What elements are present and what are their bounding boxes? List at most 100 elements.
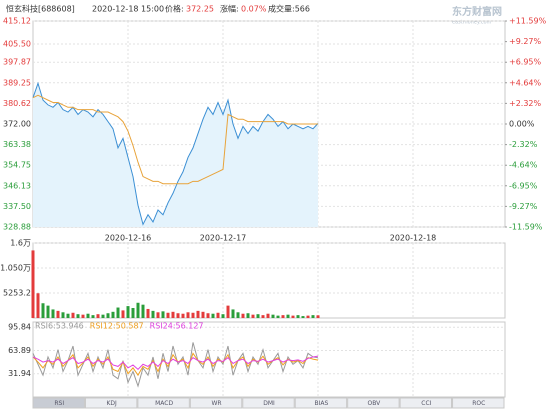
volume-bar <box>91 315 95 318</box>
indicator-tab-label[interactable]: BIAS <box>315 400 329 407</box>
volume-bar <box>66 313 70 318</box>
y2-tick-label: +2.32% <box>509 99 542 108</box>
change-label: 涨幅: <box>220 4 239 14</box>
y-tick-label: 63.89 <box>8 346 31 355</box>
y2-tick-label: +11.59% <box>509 17 547 26</box>
y2-tick-label: 0.00% <box>509 120 535 129</box>
indicator-tab[interactable] <box>452 397 505 409</box>
legend-entry: RSI24:56.127 <box>150 322 204 331</box>
indicator-tab-label[interactable]: DMI <box>263 400 275 407</box>
change: 0.07% <box>241 5 267 14</box>
y-tick-label: 415.12 <box>3 17 31 26</box>
indicator-tab-label[interactable]: WR <box>212 400 222 407</box>
volume-bar <box>251 314 255 318</box>
volume-bar <box>81 314 85 318</box>
volume-bar <box>126 306 130 318</box>
volume-bar <box>276 315 280 318</box>
volume-bar <box>56 310 60 318</box>
volume-bar <box>246 313 250 318</box>
y-tick-label: 363.38 <box>3 140 31 149</box>
y-tick-label: 31.94 <box>8 369 31 378</box>
price-label: 价格: <box>165 4 184 14</box>
indicator-tab[interactable] <box>189 397 243 409</box>
y-tick-label: 1.6万 <box>10 239 31 248</box>
volume-bar <box>311 315 315 318</box>
legend-entry: RSI6:53.946 <box>35 322 84 331</box>
y-tick-label: 380.62 <box>3 99 31 108</box>
volume-bar <box>221 314 225 318</box>
y-tick-label: 1.050万 <box>0 264 31 273</box>
y-tick-label: 328.88 <box>3 223 31 232</box>
indicator-tab-label[interactable]: OBV <box>368 400 382 407</box>
volume-bar <box>206 313 210 318</box>
volume-bar <box>286 314 290 318</box>
volume-bar <box>191 312 195 318</box>
volume-bar <box>226 305 230 318</box>
volume-bar <box>316 315 320 318</box>
volume-bar <box>271 314 275 318</box>
volume-bar <box>176 313 180 318</box>
indicator-tab[interactable] <box>294 397 348 409</box>
y2-tick-label: -6.95% <box>509 181 538 190</box>
volume-bar <box>41 303 45 318</box>
y-tick-label: 372.00 <box>3 120 31 129</box>
price-line <box>32 81 319 226</box>
indicator-tab-label[interactable]: MACD <box>155 400 173 407</box>
volume-bar <box>76 314 80 318</box>
y-tick-label: 5253.2 <box>3 289 31 298</box>
rsi-panel <box>32 321 506 398</box>
indicator-tab-label[interactable]: KDJ <box>107 400 118 407</box>
volume-bar <box>116 307 120 318</box>
y-tick-label: 337.50 <box>3 202 31 211</box>
y2-tick-label: +9.27% <box>509 37 542 46</box>
volume-bar <box>166 312 170 318</box>
volume-bar <box>231 309 235 318</box>
volume-bar <box>196 310 200 318</box>
y2-tick-label: -11.59% <box>509 223 543 232</box>
logo: 东方财富网 <box>452 5 502 18</box>
y-tick-label: 389.25 <box>3 78 31 87</box>
volume-bar <box>156 312 160 318</box>
x-tick-label: 2020-12-18 <box>390 234 437 243</box>
volume-panel <box>32 242 506 319</box>
price-line <box>32 355 319 371</box>
volume-bar <box>236 312 240 318</box>
volume-bar <box>296 315 300 318</box>
volume-bar <box>86 313 90 318</box>
price-line <box>32 352 319 377</box>
x-tick-label: 2020-12-16 <box>105 234 152 243</box>
indicator-tab-label[interactable]: CCI <box>421 400 431 407</box>
volume-bar <box>301 316 305 318</box>
x-tick-label: 2020-12-17 <box>200 234 247 243</box>
indicator-tab[interactable] <box>399 397 453 409</box>
volume-bar <box>46 305 50 318</box>
volume-bar <box>281 315 285 318</box>
time: 2020-12-18 15:00 <box>92 5 164 14</box>
y2-tick-label: -4.64% <box>509 161 538 170</box>
price: 372.25 <box>186 5 214 14</box>
volume-bar <box>136 302 140 318</box>
stock-name: 恒玄科技[688608] <box>6 4 75 14</box>
volume-bar <box>106 313 110 318</box>
indicator-tab-label[interactable]: ROC <box>472 400 485 407</box>
indicator-tab[interactable] <box>137 397 190 409</box>
indicator-tab[interactable] <box>242 397 295 409</box>
volume-bar <box>51 309 55 318</box>
logo-sub: eastmoney.com <box>452 20 492 26</box>
y-tick-label: 95.84 <box>8 323 31 332</box>
indicator-tab-label[interactable]: RSI <box>54 400 64 407</box>
legend-entry: RSI12:50.587 <box>90 322 144 331</box>
volume-bar <box>141 304 145 318</box>
volume-bar <box>61 312 65 318</box>
price-line <box>32 342 319 388</box>
volume-bar <box>101 314 105 318</box>
indicator-tab[interactable] <box>84 397 138 409</box>
volume-bar <box>36 293 40 318</box>
volume-bar <box>261 315 265 318</box>
volume-bar <box>216 312 220 318</box>
area-fill <box>33 83 318 227</box>
indicator-tab[interactable] <box>32 397 85 409</box>
indicator-tab[interactable] <box>347 397 400 409</box>
volume-bar <box>71 312 75 318</box>
